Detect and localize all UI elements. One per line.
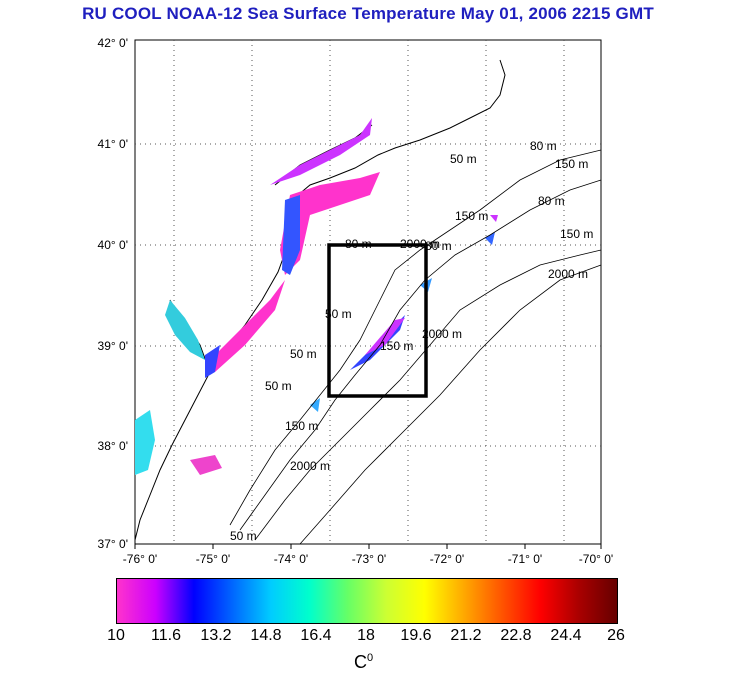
colorbar-tick-label: 26: [607, 627, 625, 644]
y-tick-label: 39° 0': [97, 339, 128, 353]
bathymetry-contours: [229, 149, 602, 545]
colorbar-tick-label: 21.2: [450, 627, 482, 644]
y-tick-label: 42° 0': [97, 36, 128, 50]
y-tick-label: 38° 0': [97, 439, 128, 453]
contour-label: 2000 m: [548, 267, 588, 281]
map-title: RU COOL NOAA-12 Sea Surface Temperature …: [82, 4, 654, 23]
sst-patch: [485, 232, 495, 245]
colorbar-tick-label: 10: [107, 627, 125, 644]
sst-patch: [490, 215, 498, 222]
unit-base: C: [354, 652, 367, 672]
colorbar-tick-label: 24.4: [550, 627, 582, 644]
x-tick-label: -72° 0': [429, 552, 465, 566]
colorbar-tick-label: 13.2: [200, 627, 232, 644]
colorbar-tick-label: 11.6: [151, 627, 181, 644]
contour-label: 50 m: [230, 529, 257, 543]
sst-patch: [135, 410, 155, 475]
x-tick-label: -71° 0': [507, 552, 543, 566]
contour-label: 50 m: [450, 152, 477, 166]
contour-label: 150 m: [560, 227, 593, 241]
sst-patch: [190, 455, 222, 475]
x-tick-label: -73° 0': [351, 552, 387, 566]
unit-superscript: 0: [367, 652, 374, 664]
colorbar-tick-label: 16.4: [300, 627, 332, 644]
contour-label: 2000 m: [422, 327, 462, 341]
contour-label: 2000 m: [290, 459, 330, 473]
x-tick-label: -75° 0': [195, 552, 231, 566]
colorbar-tick-label: 22.8: [500, 627, 532, 644]
colorbar: [116, 578, 618, 624]
x-tick-label: -74° 0': [273, 552, 309, 566]
y-tick-label: 40° 0': [97, 238, 128, 252]
contour-label: 50 m: [325, 307, 352, 321]
gridlines: [135, 40, 601, 544]
sst-patch: [210, 280, 285, 372]
colorbar-tick-label: 18: [357, 627, 375, 644]
x-tick-label: -70° 0': [578, 552, 614, 566]
sst-patch: [270, 118, 372, 185]
colorbar-tick-label: 14.8: [250, 627, 282, 644]
sst-patch: [205, 345, 220, 378]
x-tick-label: -76° 0': [122, 552, 158, 566]
y-tick-label: 41° 0': [97, 137, 128, 151]
sst-patch: [165, 300, 205, 360]
contour-label: 80 m: [530, 139, 557, 153]
y-tick-label: 37° 0': [97, 537, 128, 551]
sst-patch: [310, 398, 320, 412]
colorbar-unit: C0: [354, 652, 373, 673]
study-area-box: [327, 243, 428, 398]
contour-label: 50 m: [290, 347, 317, 361]
contour-label: 150 m: [380, 339, 413, 353]
sst-patch: [282, 195, 300, 275]
contour-label: 50 m: [265, 379, 292, 393]
contour-label: 150 m: [455, 209, 488, 223]
axis-ticks: [134, 544, 602, 549]
sst-patch: [280, 172, 380, 275]
contour-label: 80 m: [425, 239, 452, 253]
colorbar-tick-label: 19.6: [400, 627, 432, 644]
contour-label: 150 m: [285, 419, 318, 433]
contour-label: 80 m: [538, 194, 565, 208]
contour-label: 150 m: [555, 157, 588, 171]
sst-patches: [135, 118, 498, 475]
